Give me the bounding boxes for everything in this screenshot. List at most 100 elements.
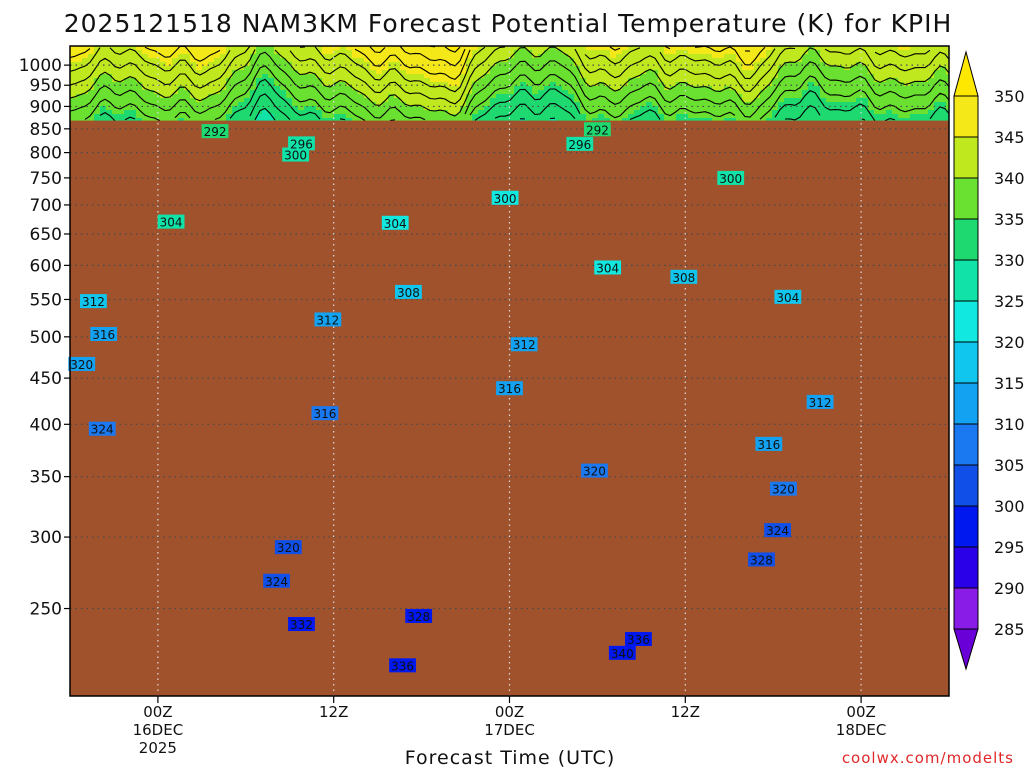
contour-label: 324	[265, 575, 288, 589]
contour-line	[464, 60, 949, 118]
x-tick-label: 18DEC	[836, 721, 887, 739]
colorbar-tick-label: 325	[994, 292, 1024, 311]
colorbar-max-arrow	[953, 50, 979, 97]
contour-label-bg	[625, 632, 652, 647]
colorbar-swatch	[953, 177, 979, 220]
y-tick-label: 550	[30, 290, 62, 310]
contour-line	[289, 46, 506, 105]
contour-line	[70, 48, 91, 59]
contour-line	[609, 46, 621, 51]
contour-line	[494, 103, 576, 119]
contour-label-bg	[68, 356, 96, 371]
x-axis-title: Forecast Time (UTC)	[405, 747, 615, 768]
y-tick-label: 950	[30, 76, 62, 96]
contour-line	[84, 98, 161, 122]
contour-label-bg	[566, 136, 594, 151]
contour-label: 300	[494, 192, 517, 206]
y-tick-label: 400	[30, 415, 62, 435]
contour-label-bg	[201, 124, 229, 139]
colorbar-tick-label: 305	[994, 456, 1024, 475]
colorbar-tick-label: 315	[994, 374, 1024, 393]
y-tick-label: 350	[30, 468, 62, 488]
contour-label-bg	[90, 326, 118, 341]
contour-line	[99, 112, 116, 122]
x-tick-label: 17DEC	[484, 721, 535, 739]
contour-label-bg	[282, 147, 310, 162]
contour-line	[174, 111, 191, 119]
contour-line	[774, 90, 876, 122]
contour-label-bg	[288, 136, 315, 151]
grid-lines	[70, 46, 949, 696]
contour-label: 304	[384, 217, 407, 231]
y-tick-label: 800	[30, 144, 62, 164]
contour-label: 296	[290, 137, 313, 151]
contour-label-bg	[581, 463, 608, 478]
colorbar-tick-label: 350	[994, 87, 1024, 106]
contour-label: 316	[313, 407, 336, 421]
contour-label-bg	[395, 284, 422, 299]
y-tick-label: 900	[30, 97, 62, 117]
y-tick-label: 450	[30, 369, 62, 389]
contour-label: 292	[204, 125, 227, 139]
contour-label-bg	[389, 658, 416, 673]
contour-line	[874, 49, 931, 58]
contour-line	[254, 107, 276, 121]
contour-label: 300	[719, 172, 742, 186]
contour-line	[70, 46, 251, 89]
contour-label: 324	[766, 524, 789, 538]
contour-label-bg	[608, 645, 636, 660]
contour-label-bg	[157, 214, 185, 229]
contour-label: 312	[809, 396, 832, 410]
contour-line	[109, 47, 231, 76]
colorbar-swatch	[953, 95, 979, 138]
colorbar-swatch	[953, 218, 979, 261]
colorbar-min-arrow	[953, 628, 979, 671]
contour-label: 300	[284, 149, 307, 163]
credit-text: coolwx.com/modelts	[842, 749, 1014, 767]
x-tick-label: 00Z	[143, 703, 172, 721]
contour-label-bg	[510, 337, 538, 352]
contour-label: 312	[513, 338, 536, 352]
contour-label: 312	[82, 295, 105, 309]
contour-line	[694, 46, 766, 66]
x-tick-label: 2025	[139, 739, 177, 757]
contour-label-bg	[594, 260, 622, 275]
contour-label-bg	[806, 394, 834, 409]
contour-labels: 3363403363323283243283203243203203243163…	[68, 122, 834, 673]
contour-line	[70, 49, 256, 102]
contour-line	[784, 105, 821, 121]
isentrope-contours	[70, 46, 949, 122]
contour-line	[664, 46, 671, 50]
contour-label: 316	[498, 382, 521, 396]
y-tick-label: 300	[30, 528, 62, 548]
y-tick-label: 600	[30, 256, 62, 276]
contour-label-bg	[263, 573, 290, 588]
colorbar-tick-label: 330	[994, 251, 1024, 270]
contour-label-bg	[288, 617, 315, 632]
contour-label: 320	[277, 541, 300, 555]
y-tick-label: 700	[30, 196, 62, 216]
contour-line	[70, 51, 426, 121]
y-tick-label: 850	[30, 120, 62, 140]
x-tick-label: 12Z	[319, 703, 348, 721]
contour-line	[339, 118, 346, 121]
colorbar-swatch	[953, 259, 979, 302]
contour-label: 320	[70, 358, 93, 372]
y-tick-label: 1000	[19, 56, 62, 76]
contour-line	[474, 88, 581, 121]
contour-label: 336	[391, 659, 414, 673]
y-axis: 250 300 350 400 450 500 550 600 650 700 750 800 850 9…	[19, 56, 70, 620]
contour-line	[389, 119, 396, 122]
colorbar-swatch	[953, 136, 979, 179]
contour-label-bg	[748, 552, 775, 567]
contour-label: 328	[407, 610, 430, 624]
contour-label-bg	[274, 540, 302, 555]
contour-line	[229, 78, 321, 120]
colorbar-tick-label: 285	[994, 620, 1024, 639]
contour-line	[124, 116, 136, 121]
contour-line	[629, 109, 661, 121]
contour-label-bg	[311, 406, 339, 421]
contour-label: 308	[397, 286, 420, 300]
